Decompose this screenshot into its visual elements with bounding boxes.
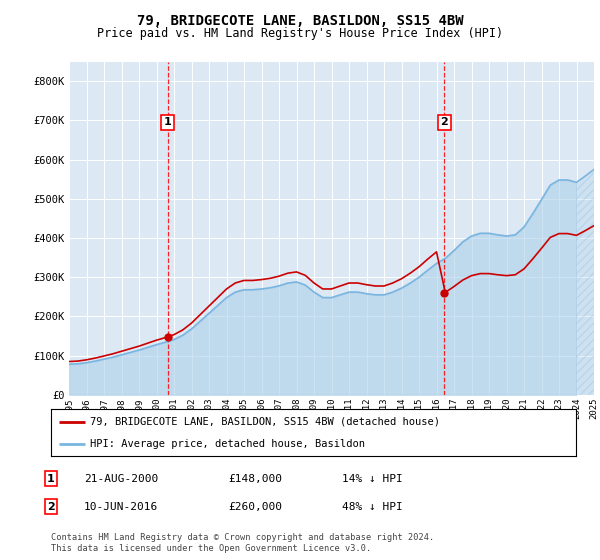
Text: HPI: Average price, detached house, Basildon: HPI: Average price, detached house, Basi… bbox=[91, 438, 365, 449]
Text: 79, BRIDGECOTE LANE, BASILDON, SS15 4BW (detached house): 79, BRIDGECOTE LANE, BASILDON, SS15 4BW … bbox=[91, 417, 440, 427]
Text: Contains HM Land Registry data © Crown copyright and database right 2024.
This d: Contains HM Land Registry data © Crown c… bbox=[51, 533, 434, 553]
Text: 1: 1 bbox=[47, 474, 55, 484]
Text: 48% ↓ HPI: 48% ↓ HPI bbox=[342, 502, 403, 512]
Text: £148,000: £148,000 bbox=[228, 474, 282, 484]
Text: 1: 1 bbox=[164, 118, 172, 127]
Text: 2: 2 bbox=[440, 118, 448, 127]
Text: £260,000: £260,000 bbox=[228, 502, 282, 512]
Text: 21-AUG-2000: 21-AUG-2000 bbox=[84, 474, 158, 484]
Text: 2: 2 bbox=[47, 502, 55, 512]
Text: 10-JUN-2016: 10-JUN-2016 bbox=[84, 502, 158, 512]
Text: 79, BRIDGECOTE LANE, BASILDON, SS15 4BW: 79, BRIDGECOTE LANE, BASILDON, SS15 4BW bbox=[137, 14, 463, 28]
Text: 14% ↓ HPI: 14% ↓ HPI bbox=[342, 474, 403, 484]
Text: Price paid vs. HM Land Registry's House Price Index (HPI): Price paid vs. HM Land Registry's House … bbox=[97, 27, 503, 40]
